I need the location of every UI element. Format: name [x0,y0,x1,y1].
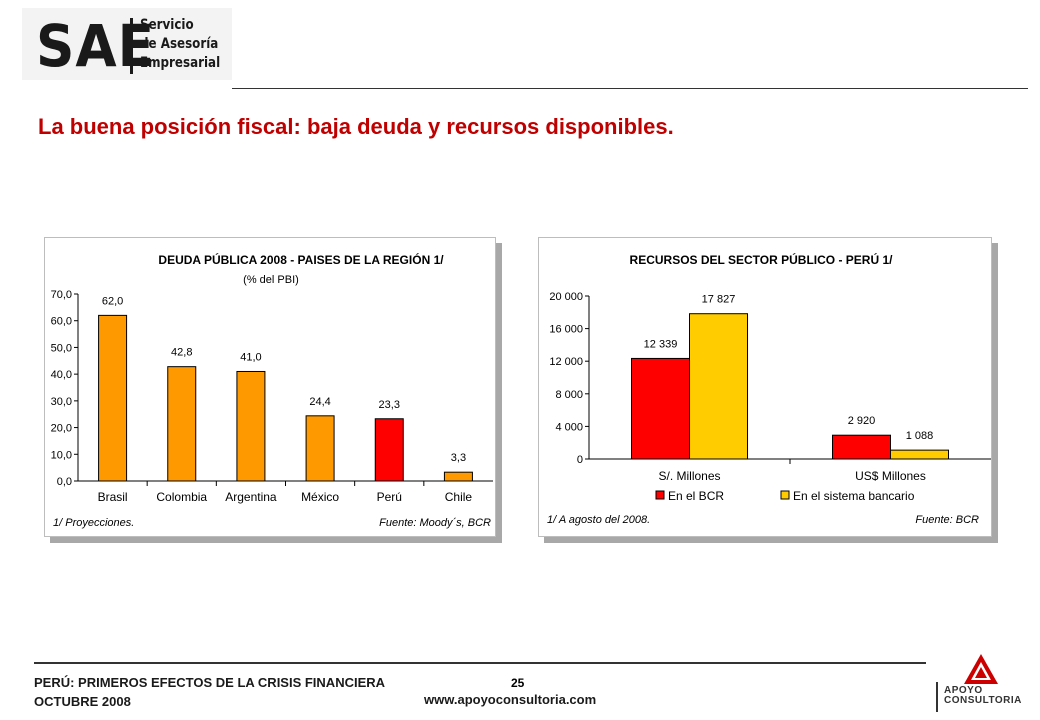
apoyo-wordmark: APOYO CONSULTORIA [944,686,1022,706]
bar [167,366,197,482]
bar [236,370,266,482]
bar [689,313,748,460]
footer-url[interactable]: www.apoyoconsultoria.com [424,692,597,707]
data-label: 2 920 [848,415,876,427]
logo-text: Servicio de Asesoría Empresarial [140,16,220,73]
logo-line-2: de Asesoría [140,36,219,52]
y-tick-label: 50,0 [51,342,72,354]
y-tick-label: 0 [577,454,583,466]
data-label: 42,8 [171,347,192,359]
bar [890,449,949,460]
y-tick-label: 70,0 [51,289,72,301]
page-number: 25 [511,676,525,690]
apoyo-triangle-icon [964,654,998,684]
logo-line-3: Empresarial [140,55,221,71]
legend-swatch [655,490,665,500]
bar [631,357,690,460]
bar [832,434,891,460]
chart-source: Fuente: BCR [915,514,979,526]
chart-source: Fuente: Moody´s, BCR [379,517,491,529]
y-tick-label: 12 000 [549,356,583,368]
category-label: Argentina [225,490,277,504]
debt-chart-panel: DEUDA PÚBLICA 2008 - PAISES DE LA REGIÓN… [44,237,496,537]
y-tick-label: 10,0 [51,449,72,461]
y-tick-label: 30,0 [51,396,72,408]
chart-title: DEUDA PÚBLICA 2008 - PAISES DE LA REGIÓN… [158,252,444,267]
slide-title: La buena posición fiscal: baja deuda y r… [38,114,674,139]
y-tick-label: 20,0 [51,423,72,435]
footer-title: PERÚ: PRIMEROS EFECTOS DE LA CRISIS FINA… [34,673,385,711]
legend-label: En el sistema bancario [793,489,915,503]
category-label: Colombia [156,490,207,504]
apoyo-divider [936,682,938,712]
footer-line-2: OCTUBRE 2008 [34,694,131,709]
data-label: 1 088 [906,430,934,442]
data-label: 41,0 [240,351,261,363]
chart-note: 1/ A agosto del 2008. [547,514,650,526]
apoyo-line-2: CONSULTORIA [944,695,1022,706]
y-tick-label: 4 000 [555,421,583,433]
logo-line-1: Servicio [140,17,194,33]
apoyo-line-1: APOYO [944,685,983,696]
y-tick-label: 0,0 [57,476,72,488]
chart-subtitle: (% del PBI) [243,274,299,286]
logo-brand: SAE [36,12,155,80]
resources-chart: RECURSOS DEL SECTOR PÚBLICO - PERÚ 1/ 0 4… [547,252,991,526]
bar [305,415,335,482]
y-tick-label: 16 000 [549,324,583,336]
data-label: 62,0 [102,295,123,307]
footer-rule [34,662,926,664]
data-label: 12 339 [644,338,678,350]
data-label: 24,4 [309,396,330,408]
logo-divider [130,18,133,74]
y-tick-label: 60,0 [51,316,72,328]
header-rule [232,88,1028,89]
resources-chart-panel: RECURSOS DEL SECTOR PÚBLICO - PERÚ 1/ 0 4… [538,237,992,537]
y-tick-label: 40,0 [51,369,72,381]
data-label: 3,3 [451,452,466,464]
footer-line-1: PERÚ: PRIMEROS EFECTOS DE LA CRISIS FINA… [34,675,386,690]
chart-note: 1/ Proyecciones. [53,517,134,529]
category-label: Perú [377,490,402,504]
category-label: US$ Millones [855,469,926,483]
y-tick-label: 8 000 [555,389,583,401]
category-label: México [301,490,339,504]
data-label: 17 827 [702,294,736,306]
legend-swatch [780,490,790,500]
bar [443,471,473,482]
sae-logo: SAE Servicio de Asesoría Empresarial [22,8,232,80]
bar [374,418,404,482]
y-tick-label: 20 000 [549,291,583,303]
apoyo-logo: APOYO CONSULTORIA [934,652,1030,714]
chart-title: RECURSOS DEL SECTOR PÚBLICO - PERÚ 1/ [630,252,894,267]
legend-label: En el BCR [668,489,724,503]
category-label: Chile [445,490,473,504]
category-label: S/. Millones [658,469,720,483]
debt-chart: DEUDA PÚBLICA 2008 - PAISES DE LA REGIÓN… [51,252,493,529]
data-label: 23,3 [379,399,400,411]
bar [98,314,128,482]
category-label: Brasil [98,490,128,504]
